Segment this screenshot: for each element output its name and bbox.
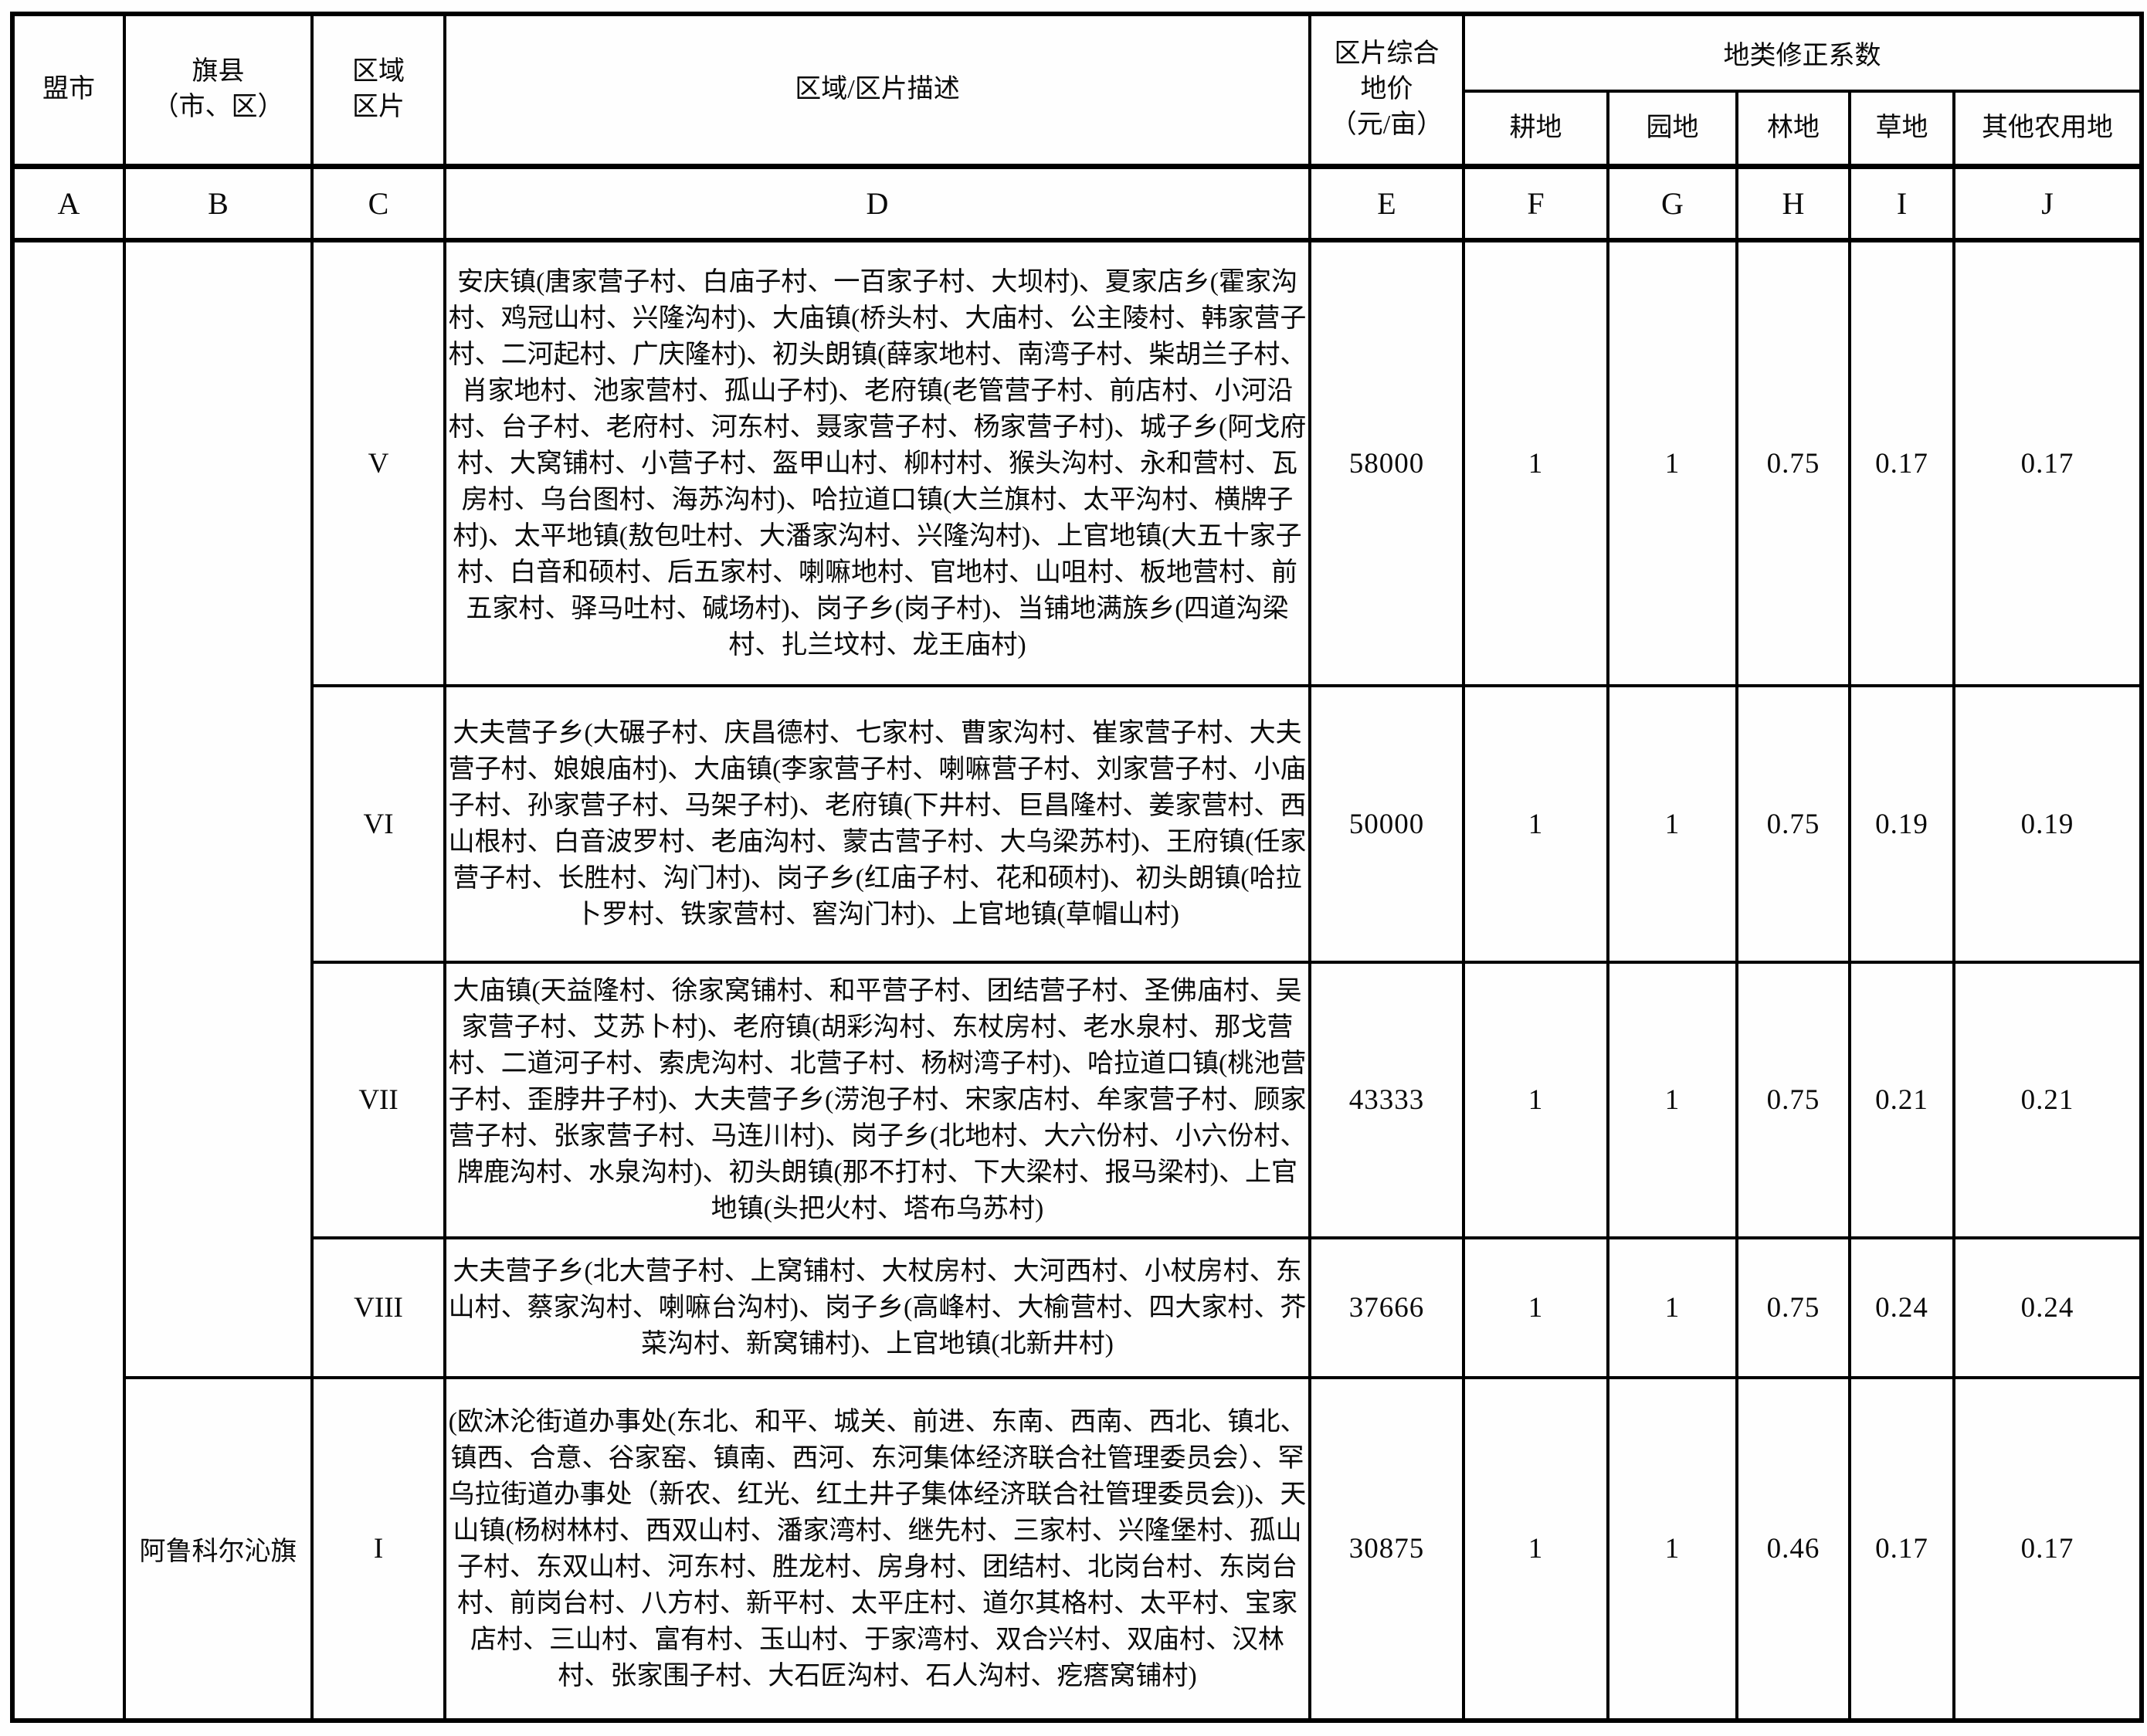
coef-farmland-cell: 1 bbox=[1462, 1376, 1609, 1722]
zone-cell: VI bbox=[310, 684, 446, 964]
price-cell: 30875 bbox=[1308, 1376, 1465, 1722]
header-coef-forest: 林地 bbox=[1735, 90, 1851, 168]
column-letter-c: C bbox=[310, 163, 446, 242]
price-cell: 50000 bbox=[1308, 684, 1465, 964]
zone-cell: VII bbox=[310, 961, 446, 1239]
price-cell: 58000 bbox=[1308, 238, 1465, 687]
zone-cell: V bbox=[310, 238, 446, 687]
header-coef-group: 地类修正系数 bbox=[1461, 12, 2144, 93]
coef-farmland-cell: 1 bbox=[1462, 1236, 1609, 1379]
coef-other-cell: 0.19 bbox=[1952, 684, 2144, 964]
description-cell: 大夫营子乡(大碾子村、庆昌德村、七家村、曹家沟村、崔家营子村、大夫营子村、娘娘庙… bbox=[443, 684, 1311, 964]
header-zone: 区域 区片 bbox=[310, 12, 446, 168]
zone-cell: VIII bbox=[310, 1236, 446, 1379]
header-description: 区域/区片描述 bbox=[443, 12, 1311, 168]
coef-grass-cell: 0.24 bbox=[1848, 1236, 1955, 1379]
header-price: 区片综合 地价 （元/亩） bbox=[1308, 12, 1465, 168]
header-coef-grass: 草地 bbox=[1848, 90, 1955, 168]
header-league: 盟市 bbox=[11, 12, 126, 168]
table-row-zone-vii: VII 大庙镇(天益隆村、徐家窝铺村、和平营子村、团结营子村、圣佛庙村、吴家营子… bbox=[12, 961, 2144, 1239]
column-letter-d: D bbox=[443, 163, 1311, 242]
column-letter-g: G bbox=[1606, 163, 1738, 242]
coef-other-cell: 0.21 bbox=[1952, 961, 2144, 1239]
coef-garden-cell: 1 bbox=[1606, 684, 1738, 964]
coef-grass-cell: 0.19 bbox=[1848, 684, 1955, 964]
column-letter-a: A bbox=[11, 163, 126, 242]
coef-forest-cell: 0.75 bbox=[1735, 1236, 1851, 1379]
column-letter-e: E bbox=[1308, 163, 1465, 242]
coef-grass-cell: 0.17 bbox=[1848, 238, 1955, 687]
coef-grass-cell: 0.21 bbox=[1848, 961, 1955, 1239]
column-letter-b: B bbox=[123, 163, 314, 242]
coef-garden-cell: 1 bbox=[1606, 1376, 1738, 1722]
table-row-zone-viii: VIII 大夫营子乡(北大营子村、上窝铺村、大杖房村、大河西村、小杖房村、东山村… bbox=[12, 1236, 2144, 1379]
coef-garden-cell: 1 bbox=[1606, 961, 1738, 1239]
header-row-main: 盟市 旗县 （市、区） 区域 区片 区域/区片描述 区片综合 地价 （元/亩） … bbox=[11, 12, 2144, 168]
description-cell: (欧沐沦街道办事处(东北、和平、城关、前进、东南、西南、西北、镇北、镇西、合意、… bbox=[443, 1376, 1311, 1722]
table-row-zone-vi: VI 大夫营子乡(大碾子村、庆昌德村、七家村、曹家沟村、崔家营子村、大夫营子村、… bbox=[12, 684, 2144, 964]
description-cell: 大夫营子乡(北大营子村、上窝铺村、大杖房村、大河西村、小杖房村、东山村、蔡家沟村… bbox=[443, 1236, 1311, 1379]
coef-grass-cell: 0.17 bbox=[1848, 1376, 1955, 1722]
header-row-letters: A B C D E F G H I J bbox=[11, 163, 2144, 242]
description-cell: 大庙镇(天益隆村、徐家窝铺村、和平营子村、团结营子村、圣佛庙村、吴家营子村、艾苏… bbox=[443, 961, 1311, 1239]
coef-forest-cell: 0.75 bbox=[1735, 238, 1851, 687]
price-cell: 37666 bbox=[1308, 1236, 1465, 1379]
column-letter-h: H bbox=[1735, 163, 1851, 242]
coef-other-cell: 0.17 bbox=[1952, 1376, 2144, 1722]
banner-cell: 阿鲁科尔沁旗 bbox=[123, 1376, 314, 1722]
header-row-coef: 耕地 园地 林地 草地 其他农用地 bbox=[12, 90, 2144, 168]
coef-farmland-cell: 1 bbox=[1462, 684, 1609, 964]
column-letter-j: J bbox=[1952, 163, 2144, 242]
coef-garden-cell: 1 bbox=[1606, 1236, 1738, 1379]
price-cell: 43333 bbox=[1308, 961, 1465, 1239]
coef-garden-cell: 1 bbox=[1606, 238, 1738, 687]
zone-cell: I bbox=[310, 1376, 446, 1722]
banner-merged-cell bbox=[123, 238, 314, 1379]
description-cell: 安庆镇(唐家营子村、白庙子村、一百家子村、大坝村)、夏家店乡(霍家沟村、鸡冠山村… bbox=[443, 238, 1311, 687]
land-price-table: 盟市 旗县 （市、区） 区域 区片 区域/区片描述 区片综合 地价 （元/亩） … bbox=[10, 12, 2145, 1723]
coef-forest-cell: 0.75 bbox=[1735, 684, 1851, 964]
column-letter-i: I bbox=[1848, 163, 1955, 242]
header-coef-farmland: 耕地 bbox=[1462, 90, 1609, 168]
header-coef-other: 其他农用地 bbox=[1952, 90, 2144, 168]
table-row-zone-v: V 安庆镇(唐家营子村、白庙子村、一百家子村、大坝村)、夏家店乡(霍家沟村、鸡冠… bbox=[11, 238, 2144, 1722]
column-letter-f: F bbox=[1462, 163, 1609, 242]
coef-forest-cell: 0.46 bbox=[1735, 1376, 1851, 1722]
coef-forest-cell: 0.75 bbox=[1735, 961, 1851, 1239]
coef-other-cell: 0.17 bbox=[1952, 238, 2144, 687]
coef-farmland-cell: 1 bbox=[1462, 238, 1609, 687]
coef-farmland-cell: 1 bbox=[1462, 961, 1609, 1239]
header-banner: 旗县 （市、区） bbox=[123, 12, 314, 168]
table-row-zone-i: 阿鲁科尔沁旗 I (欧沐沦街道办事处(东北、和平、城关、前进、东南、西南、西北、… bbox=[12, 1376, 2144, 1722]
league-merged-cell bbox=[11, 238, 126, 1722]
coef-other-cell: 0.24 bbox=[1952, 1236, 2144, 1379]
header-coef-garden: 园地 bbox=[1606, 90, 1738, 168]
